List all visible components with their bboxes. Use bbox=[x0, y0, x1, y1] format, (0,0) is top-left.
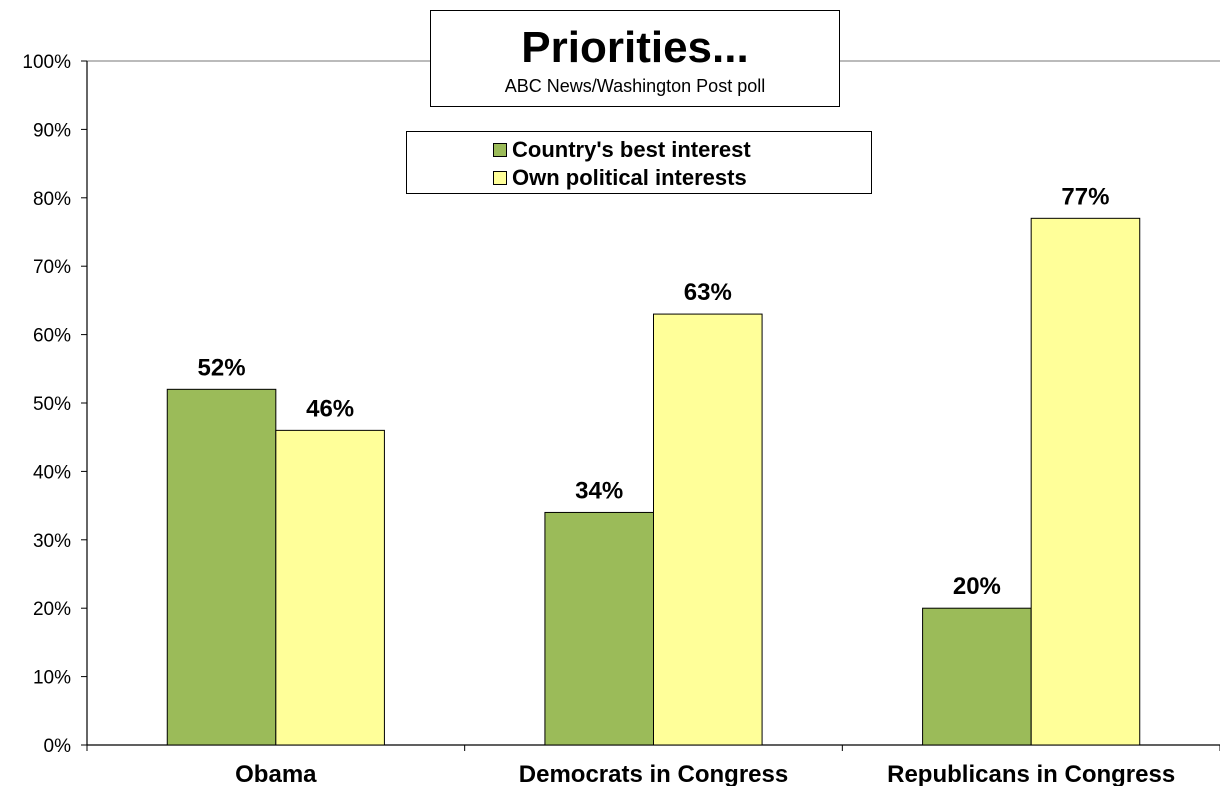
bars bbox=[166, 217, 1141, 746]
y-tick-label: 20% bbox=[33, 599, 71, 620]
legend-label-political: Own political interests bbox=[512, 165, 747, 190]
chart-title: Priorities... bbox=[521, 23, 749, 72]
y-tick-label: 60% bbox=[33, 326, 71, 347]
x-tick-label: Democrats in Congress bbox=[519, 761, 788, 786]
y-tick-label: 80% bbox=[33, 189, 71, 210]
y-tick-label: 30% bbox=[33, 531, 71, 552]
data-label: 46% bbox=[306, 395, 354, 422]
legend-swatch-political bbox=[493, 171, 507, 185]
x-tick-label: Republicans in Congress bbox=[887, 761, 1175, 786]
y-tick-label: 0% bbox=[44, 736, 72, 757]
y-tick-label: 10% bbox=[33, 668, 71, 689]
legend-item-political: Own political interests bbox=[493, 164, 871, 192]
chart-title-box: Priorities... ABC News/Washington Post p… bbox=[430, 10, 840, 107]
bar bbox=[275, 429, 385, 746]
data-label: 52% bbox=[198, 354, 246, 381]
data-label: 20% bbox=[953, 573, 1001, 600]
legend-item-country: Country's best interest bbox=[493, 136, 871, 164]
axes: 0% 10% 20% 30% 40% 50% 60% 70% 80% 90% 100% Obama De… bbox=[22, 52, 1220, 786]
y-tick-label: 40% bbox=[33, 462, 71, 483]
legend: Country's best interest Own political in… bbox=[406, 131, 872, 194]
bar bbox=[922, 607, 1032, 746]
bar bbox=[1030, 217, 1141, 746]
x-tick-label: Obama bbox=[235, 761, 317, 786]
y-tick-label: 100% bbox=[22, 52, 71, 73]
y-tick-label: 70% bbox=[33, 257, 71, 278]
data-label: 63% bbox=[684, 279, 732, 306]
data-label: 34% bbox=[575, 477, 623, 504]
y-tick-label: 50% bbox=[33, 394, 71, 415]
bar bbox=[544, 511, 655, 746]
chart-subtitle: ABC News/Washington Post poll bbox=[504, 76, 766, 96]
data-labels: 52% 34% 20% 46% 63% 77% bbox=[198, 183, 1110, 600]
bar bbox=[653, 313, 763, 746]
y-tick-label: 90% bbox=[33, 120, 71, 141]
legend-label-country: Country's best interest bbox=[512, 137, 751, 162]
legend-swatch-country bbox=[493, 143, 507, 157]
bar bbox=[166, 388, 277, 746]
data-label: 77% bbox=[1061, 183, 1109, 210]
